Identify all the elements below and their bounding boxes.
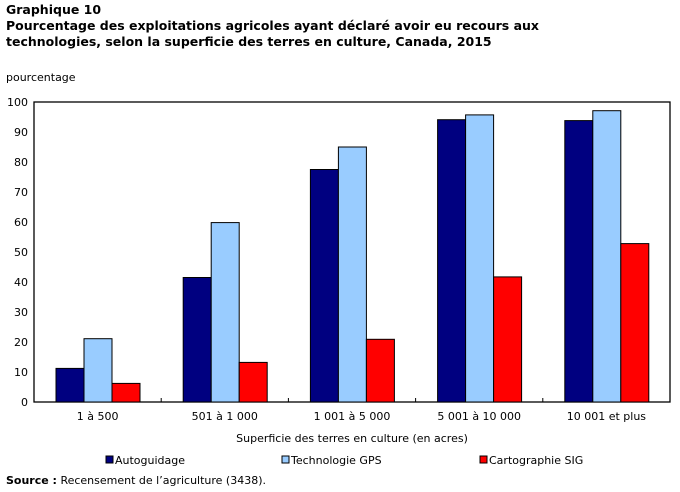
bar-cartographie-sig — [111, 382, 141, 403]
legend-swatch — [479, 455, 488, 464]
x-tick-label: 1 à 500 — [77, 410, 119, 423]
legend-swatch — [105, 455, 114, 464]
y-tick-label: 20 — [14, 336, 28, 349]
chart-number: Graphique 10 — [6, 2, 102, 17]
legend-swatch — [281, 455, 290, 464]
chart-title-text: Pourcentage des exploitations agricoles … — [6, 18, 539, 49]
x-tick-label: 5 001 à 10 000 — [437, 410, 521, 423]
bar-technologie-gps — [592, 110, 622, 403]
bar-autoguidage — [437, 119, 467, 403]
x-axis-label: Superficie des terres en culture (en acr… — [236, 432, 468, 445]
y-tick-label: 80 — [14, 156, 28, 169]
bar-autoguidage — [55, 367, 85, 403]
source-note: Source : Recensement de l’agriculture (3… — [6, 474, 266, 487]
y-tick-label: 90 — [14, 126, 28, 139]
y-tick-label: 0 — [21, 396, 28, 409]
source-label: Source : — [6, 474, 57, 487]
y-tick-label: 50 — [14, 246, 28, 259]
y-tick-label: 30 — [14, 306, 28, 319]
bar-technologie-gps — [210, 222, 240, 403]
bar-cartographie-sig — [620, 243, 650, 403]
bar-cartographie-sig — [365, 338, 395, 403]
y-tick-label: 60 — [14, 216, 28, 229]
bar-autoguidage — [564, 120, 594, 403]
y-tick-label: 70 — [14, 186, 28, 199]
chart-title: Graphique 10 Pourcentage des exploitatio… — [6, 2, 566, 50]
source-text: Recensement de l’agriculture (3438). — [60, 474, 266, 487]
y-tick-label: 100 — [7, 96, 28, 109]
bar-cartographie-sig — [238, 361, 268, 403]
legend-label: Technologie GPS — [290, 454, 382, 467]
bar-technologie-gps — [465, 114, 495, 403]
x-tick-label: 1 001 à 5 000 — [314, 410, 391, 423]
legend-label: Autoguidage — [115, 454, 185, 467]
bar-technologie-gps — [337, 146, 367, 403]
y-axis-label: pourcentage — [6, 71, 76, 84]
x-tick-label: 501 à 1 000 — [192, 410, 258, 423]
bar-autoguidage — [309, 169, 339, 403]
bar-technologie-gps — [83, 338, 113, 403]
x-tick-label: 10 001 et plus — [567, 410, 647, 423]
bar-autoguidage — [182, 277, 212, 403]
legend-label: Cartographie SIG — [489, 454, 583, 467]
y-tick-label: 40 — [14, 276, 28, 289]
y-tick-label: 10 — [14, 366, 28, 379]
bar-cartographie-sig — [493, 276, 523, 403]
